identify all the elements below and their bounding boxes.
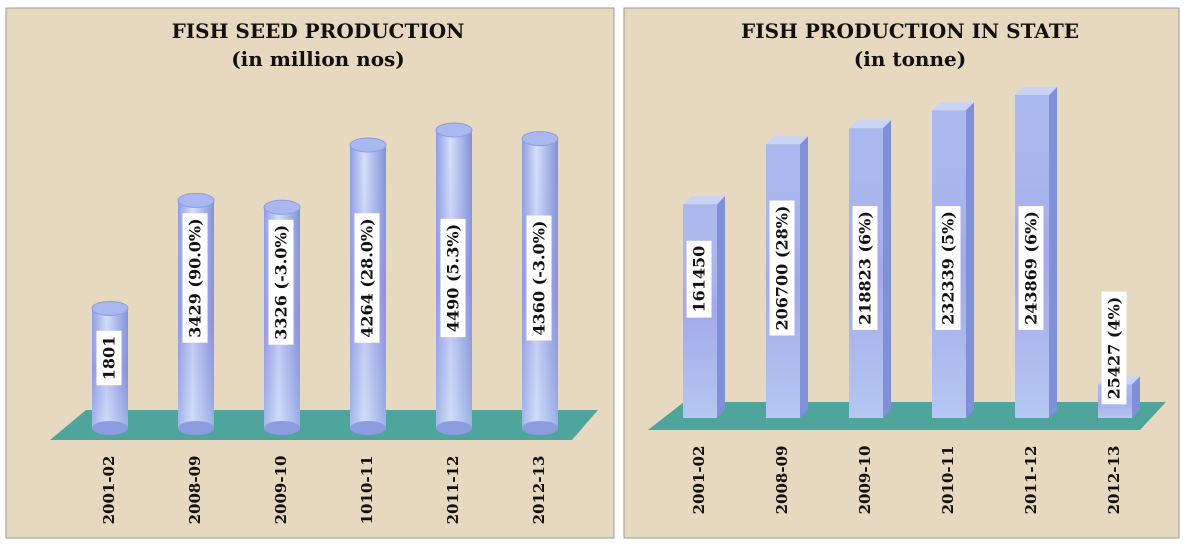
value-label-box <box>96 330 122 386</box>
value-label-text: 3326 (-3.0%) <box>272 225 291 340</box>
value-label: 1801 <box>96 330 122 386</box>
x-tick: 2010-11 <box>939 446 957 515</box>
x-tick: 2001-02 <box>100 456 118 525</box>
value-label-box <box>526 215 552 341</box>
x-tick-label: 2012-13 <box>530 456 548 525</box>
value-label-text: 1801 <box>100 336 119 381</box>
x-tick: 2012-13 <box>1105 446 1123 515</box>
value-label-box <box>440 218 466 338</box>
value-label-text: 232339 (5%) <box>939 211 958 325</box>
value-label-box <box>182 213 208 343</box>
value-label: 232339 (5%) <box>935 206 961 330</box>
value-label-box <box>852 206 878 330</box>
x-tick-label: 2001-02 <box>690 446 708 515</box>
x-tick-label: 2008-09 <box>773 446 791 515</box>
bar-bottom <box>178 421 214 435</box>
chart-subtitle: (in tonne) <box>854 47 966 71</box>
x-tick: 2008-09 <box>773 446 791 515</box>
x-tick-label: 2008-09 <box>186 456 204 525</box>
bar-top <box>683 196 725 205</box>
value-label-text: 4264 (28.0%) <box>358 218 377 337</box>
value-label-box <box>1101 291 1127 405</box>
bar-top <box>766 136 808 145</box>
value-label-text: 218823 (6%) <box>856 211 875 325</box>
value-label-box <box>268 219 294 345</box>
value-label-text: 3429 (90.0%) <box>186 218 205 337</box>
value-label: 161450 <box>686 240 712 318</box>
bar-bottom <box>92 421 128 435</box>
bar-bottom <box>264 421 300 435</box>
chart-title: FISH SEED PRODUCTION <box>172 19 465 43</box>
value-label-box <box>354 213 380 343</box>
value-label: 4490 (5.3%) <box>440 218 466 338</box>
value-label-text: 4490 (5.3%) <box>444 224 463 332</box>
value-label: 25427 (4%) <box>1101 291 1127 405</box>
x-tick-label: 2001-02 <box>100 456 118 525</box>
bar-side <box>966 102 974 418</box>
x-tick: 2001-02 <box>690 446 708 515</box>
value-label-box <box>769 200 795 336</box>
x-tick-label: 2011-12 <box>444 456 462 525</box>
floor <box>50 410 598 440</box>
value-label-text: 4360 (-3.0%) <box>530 221 549 336</box>
bar-side <box>883 120 891 418</box>
bar-top <box>435 122 473 138</box>
x-tick-label: 2011-12 <box>1022 446 1040 515</box>
x-tick: 2012-13 <box>530 456 548 525</box>
bar-bottom <box>350 421 386 435</box>
bar-side <box>1049 87 1057 418</box>
value-label-box <box>686 240 712 318</box>
bar-bottom <box>522 421 558 435</box>
bar-top <box>177 192 215 208</box>
bar-top <box>91 300 129 316</box>
bar-top <box>521 131 559 147</box>
bar-side <box>717 196 725 418</box>
x-tick: 2011-12 <box>444 456 462 525</box>
x-tick: 2008-09 <box>186 456 204 525</box>
x-tick-label: 2010-11 <box>939 446 957 515</box>
floor <box>648 402 1166 430</box>
bar-top <box>263 199 301 215</box>
x-tick: 2011-12 <box>1022 446 1040 515</box>
value-label-text: 161450 <box>690 246 709 313</box>
bar-bottom <box>436 421 472 435</box>
value-label: 4360 (-3.0%) <box>526 215 552 341</box>
x-tick: 2009-10 <box>272 456 290 525</box>
value-label: 3326 (-3.0%) <box>268 219 294 345</box>
x-tick-label: 1010-11 <box>358 456 376 525</box>
bar-top <box>932 102 974 111</box>
value-label-text: 243869 (6%) <box>1022 211 1041 325</box>
bar-top <box>849 120 891 129</box>
value-label-box <box>935 206 961 330</box>
value-label: 218823 (6%) <box>852 206 878 330</box>
value-label: 206700 (28%) <box>769 200 795 336</box>
panel <box>5 7 615 539</box>
bar-side <box>1132 376 1140 418</box>
x-tick: 2009-10 <box>856 446 874 515</box>
chart-title: FISH PRODUCTION IN STATE <box>741 19 1079 43</box>
x-tick-label: 2009-10 <box>856 446 874 515</box>
chart-subtitle: (in million nos) <box>231 47 405 71</box>
value-label: 243869 (6%) <box>1018 206 1044 330</box>
x-tick-label: 2012-13 <box>1105 446 1123 515</box>
value-label-box <box>1018 206 1044 330</box>
bar-side <box>800 136 808 418</box>
value-label: 4264 (28.0%) <box>354 213 380 343</box>
x-tick: 1010-11 <box>358 456 376 525</box>
bar-top <box>349 137 387 153</box>
x-tick-label: 2009-10 <box>272 456 290 525</box>
value-label-text: 25427 (4%) <box>1105 297 1124 400</box>
value-label: 3429 (90.0%) <box>182 213 208 343</box>
bar-top <box>1015 87 1057 95</box>
value-label-text: 206700 (28%) <box>773 206 792 331</box>
